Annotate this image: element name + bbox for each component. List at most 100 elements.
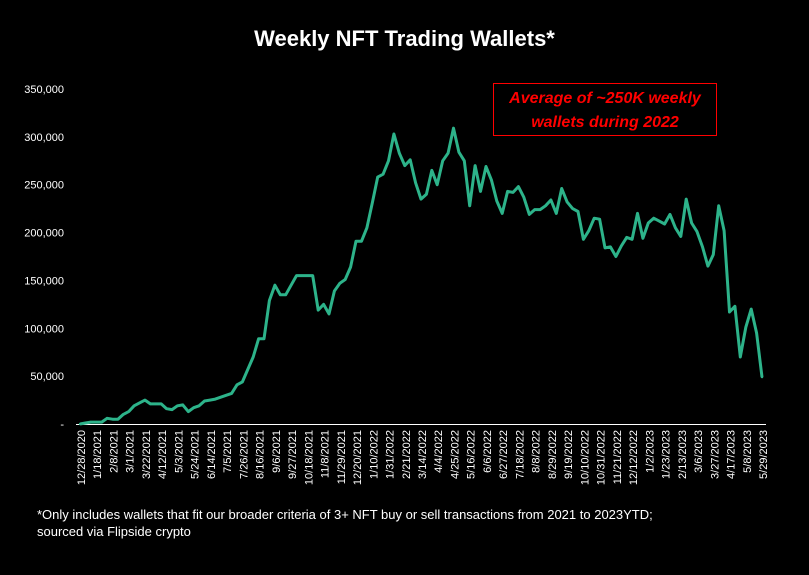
x-tick-label: 7/5/2021 (222, 430, 234, 473)
data-point (95, 420, 98, 424)
x-tick-label: 9/6/2021 (271, 430, 283, 473)
x-tick-label: 2/13/2023 (677, 430, 689, 479)
data-point (647, 221, 650, 225)
data-point (100, 420, 103, 424)
footnote: *Only includes wallets that fit our broa… (37, 506, 777, 540)
data-point (246, 368, 249, 371)
x-tick-label: 12/28/2020 (76, 430, 88, 485)
x-tick-label: 1/18/2021 (92, 430, 104, 479)
x-tick-label: 12/12/2022 (628, 430, 640, 485)
data-point (425, 193, 428, 196)
data-point (490, 178, 493, 182)
data-point (457, 150, 461, 154)
data-point (78, 422, 82, 426)
data-point (479, 190, 482, 193)
chart-title: Weekly NFT Trading Wallets* (254, 26, 555, 51)
data-point (538, 208, 542, 211)
data-point (284, 293, 287, 296)
data-point (728, 310, 731, 314)
data-point (354, 239, 358, 243)
annotation-line-1: Average of ~250K weekly (509, 90, 701, 107)
data-point (122, 413, 125, 416)
data-point (641, 237, 645, 240)
data-point (273, 284, 277, 287)
data-point (593, 217, 596, 220)
x-tick-label: 2/8/2021 (108, 430, 120, 473)
data-point (327, 312, 331, 316)
y-tick-label: - (60, 419, 64, 431)
x-tick-label: 8/29/2022 (547, 430, 559, 479)
x-tick-label: 8/8/2022 (531, 430, 543, 473)
x-tick-label: 7/26/2021 (238, 430, 250, 479)
data-point (138, 401, 141, 405)
data-point (500, 212, 504, 215)
x-tick-label: 8/16/2021 (255, 430, 267, 479)
data-point (387, 159, 390, 162)
y-tick-label: 250,000 (24, 180, 64, 192)
data-point (181, 403, 185, 407)
data-point (203, 399, 206, 403)
data-point (392, 132, 396, 136)
data-point (403, 164, 406, 167)
data-point (289, 284, 293, 287)
data-point (706, 264, 710, 268)
data-point (495, 199, 498, 203)
data-point (89, 420, 93, 424)
x-tick-label: 1/23/2023 (661, 430, 673, 479)
x-tick-label: 11/21/2022 (612, 430, 624, 484)
data-point (419, 197, 423, 201)
data-point (755, 331, 758, 335)
x-tick-label: 3/14/2022 (417, 430, 429, 479)
data-point (760, 375, 764, 379)
x-tick-label: 1/2/2023 (644, 430, 656, 473)
annotation-box: Average of ~250K weekly wallets during 2… (493, 83, 717, 136)
data-point (219, 396, 222, 399)
annotation-line-2: wallets during 2022 (531, 114, 679, 131)
data-point (565, 200, 569, 204)
x-tick-label: 11/29/2021 (336, 430, 348, 484)
data-point (349, 265, 352, 269)
data-point (230, 392, 233, 395)
data-point (690, 221, 693, 225)
x-tick-label: 5/3/2021 (173, 430, 185, 473)
data-point (279, 293, 282, 296)
x-tick-label: 9/27/2021 (287, 430, 299, 479)
data-point (473, 164, 477, 167)
data-point (408, 158, 412, 162)
data-point (620, 244, 623, 248)
x-tick-label: 3/6/2023 (693, 430, 705, 473)
data-point (744, 326, 747, 329)
x-tick-label: 4/12/2021 (157, 430, 169, 479)
data-point (717, 204, 720, 207)
data-point (468, 204, 471, 207)
data-point (322, 303, 325, 306)
data-point (679, 235, 683, 238)
x-tick-label: 6/14/2021 (206, 430, 218, 479)
y-axis: - 50,000 100,000 150,000 200,000 250,000 300,0… (24, 84, 64, 431)
data-points (78, 127, 764, 426)
x-tick-label: 10/31/2022 (596, 430, 608, 485)
data-point (154, 402, 157, 406)
data-point (235, 383, 239, 386)
data-point (712, 253, 715, 256)
data-point (522, 195, 526, 199)
data-point (149, 402, 152, 406)
data-point (116, 418, 120, 421)
data-point (84, 421, 87, 425)
x-tick-label: 1/10/2022 (368, 430, 380, 479)
data-point (701, 245, 704, 249)
data-point (549, 198, 553, 202)
data-point (598, 217, 601, 221)
data-point (192, 406, 195, 409)
data-point (695, 230, 699, 233)
data-point (360, 239, 363, 243)
data-point (533, 208, 536, 211)
x-tick-label: 4/4/2022 (433, 430, 445, 473)
data-point (311, 274, 314, 277)
data-point (257, 337, 260, 341)
data-point (224, 394, 228, 397)
series-line-weekly-wallets (79, 126, 764, 426)
x-tick-label: 4/17/2023 (726, 430, 738, 479)
x-tick-label: 3/27/2023 (709, 430, 721, 479)
